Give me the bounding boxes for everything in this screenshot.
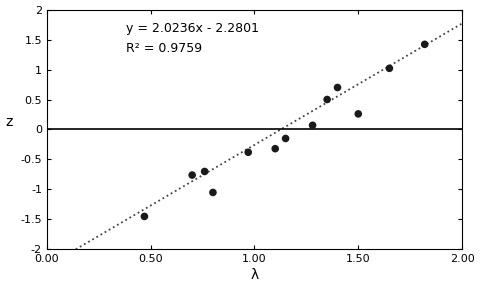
X-axis label: λ: λ: [251, 268, 259, 283]
Point: [141, 214, 148, 219]
Point: [271, 146, 279, 151]
Point: [323, 97, 331, 102]
Point: [282, 136, 289, 141]
Point: [188, 173, 196, 177]
Text: y = 2.0236x - 2.2801: y = 2.0236x - 2.2801: [126, 22, 259, 35]
Text: R² = 0.9759: R² = 0.9759: [126, 41, 202, 54]
Point: [334, 85, 341, 90]
Y-axis label: z: z: [6, 115, 13, 130]
Point: [421, 42, 429, 47]
Point: [201, 169, 208, 174]
Point: [309, 123, 316, 128]
Point: [354, 111, 362, 116]
Point: [385, 66, 393, 71]
Point: [209, 190, 217, 195]
Point: [244, 150, 252, 155]
